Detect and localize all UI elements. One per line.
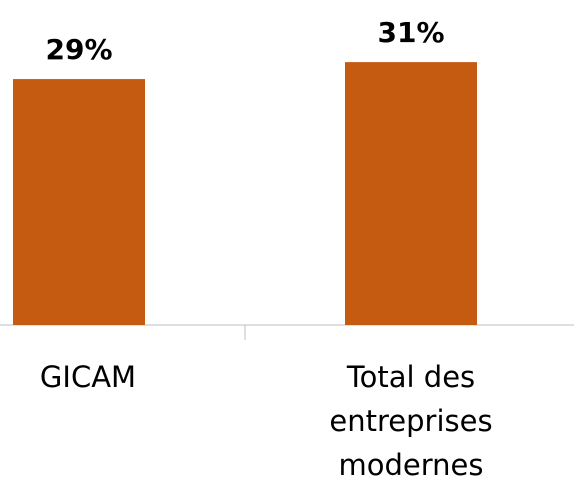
data-label: 31%	[377, 16, 444, 49]
x-tick-label: Total des entreprises modernes	[329, 360, 493, 479]
x-tick-label: GICAM	[39, 360, 137, 394]
data-label: 29%	[45, 33, 112, 66]
bar	[345, 62, 477, 326]
bar	[13, 79, 145, 325]
